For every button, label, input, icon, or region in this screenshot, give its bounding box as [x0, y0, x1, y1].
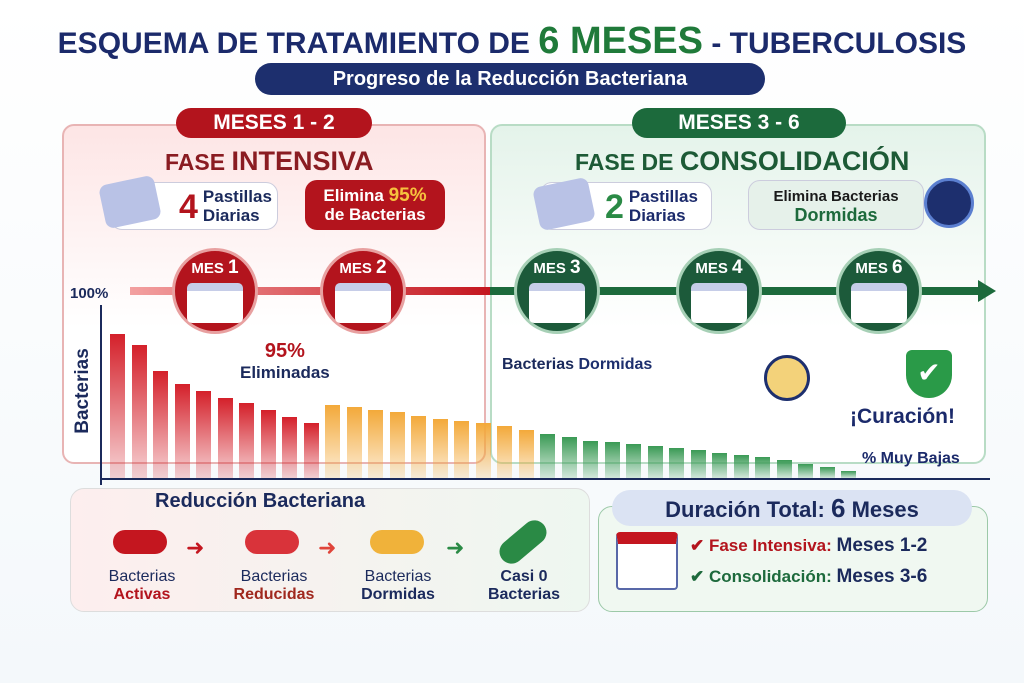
duration-row-consolidation: ✔ Consolidación: Meses 3-6 — [690, 566, 928, 587]
active-bacteria-icon — [113, 530, 167, 554]
month-3-marker: MES 3 — [514, 248, 600, 334]
bar — [497, 426, 512, 478]
y-axis — [100, 305, 102, 485]
x-axis — [100, 478, 990, 480]
bar — [690, 449, 706, 478]
bar — [712, 453, 727, 478]
bar — [841, 470, 856, 478]
subtitle: Progreso de la Reducción Bacteriana — [255, 63, 765, 95]
bar — [110, 333, 125, 478]
duration-row-intensive: ✔ Fase Intensiva: Meses 1-2 — [690, 535, 928, 556]
calendar-icon — [335, 283, 391, 323]
calendar-icon — [691, 283, 747, 323]
dormant-bacteria-icon — [370, 530, 424, 554]
bar — [346, 406, 362, 478]
dormant-annotation: Bacterias Dormidas — [502, 356, 653, 373]
reduced-bacteria-icon — [245, 530, 299, 554]
stage-dormant: Bacterias Dormidas — [361, 568, 435, 603]
calendar-icon — [616, 532, 678, 590]
stage-active: Bacterias Activas — [108, 568, 176, 603]
bar — [389, 412, 405, 478]
check-icon: ✔ — [690, 536, 709, 555]
month-6-marker: MES 6 — [836, 248, 922, 334]
intensive-months-pill: MESES 1 - 2 — [176, 108, 372, 138]
y-axis-top-label: 100% — [70, 285, 109, 302]
bar — [755, 456, 770, 478]
month-4-marker: MES 4 — [676, 248, 762, 334]
target-bacteria-icon — [764, 355, 810, 401]
page-title: ESQUEMA DE TRATAMIENTO DE 6 MESES - TUBE… — [57, 20, 967, 62]
intensive-phase-title: FASE INTENSIVA — [165, 146, 374, 176]
reduction-title: Reducción Bacteriana — [155, 490, 366, 512]
bar — [325, 405, 340, 478]
eliminated-annotation: 95% Eliminadas — [240, 340, 330, 382]
timeline-intensive — [130, 287, 490, 295]
bar — [174, 383, 190, 478]
bar — [432, 419, 448, 478]
bar — [131, 344, 147, 478]
bar — [626, 444, 641, 478]
target-bacteria-icon — [924, 178, 974, 228]
month-1-marker: MES 1 — [172, 248, 258, 334]
bar — [561, 437, 577, 478]
bar — [733, 454, 749, 478]
arrow-icon: ➜ — [186, 535, 205, 560]
consolidation-months-pill: MESES 3 - 6 — [632, 108, 846, 138]
bar — [454, 421, 469, 478]
total-duration-title: Duración Total: 6 Meses — [612, 490, 972, 526]
stage-near-zero: Casi 0 Bacterias — [487, 568, 561, 603]
bar — [518, 429, 534, 478]
bar — [776, 460, 792, 478]
bar — [798, 463, 813, 478]
bar — [669, 447, 684, 478]
timeline-arrow-icon — [978, 280, 996, 302]
bar — [196, 390, 211, 478]
bar — [153, 371, 168, 478]
arrow-icon: ➜ — [446, 535, 465, 560]
consolidation-phase-title: FASE DE CONSOLIDACIÓN — [575, 146, 910, 176]
bar — [540, 433, 555, 478]
bar — [239, 403, 254, 478]
y-axis-label: Bacterias — [71, 348, 93, 434]
calendar-icon — [187, 283, 243, 323]
bar — [303, 422, 319, 478]
calendar-icon — [851, 283, 907, 323]
bar — [411, 415, 426, 478]
consolidation-eliminate-card: Elimina Bacterias Dormidas — [748, 180, 924, 230]
bar — [604, 442, 620, 478]
arrow-icon: ➜ — [318, 535, 337, 560]
bar — [583, 440, 598, 478]
month-2-marker: MES 2 — [320, 248, 406, 334]
bar — [217, 397, 233, 478]
shield-check-icon: ✔ — [906, 350, 952, 398]
stage-reduced: Bacterias Reducidas — [233, 568, 315, 603]
bar — [475, 422, 491, 478]
intensive-eliminate-card: Elimina 95% de Bacterias — [305, 180, 445, 230]
bar — [819, 467, 835, 478]
bar — [368, 410, 383, 478]
very-low-label: % Muy Bajas — [862, 450, 960, 467]
calendar-icon — [529, 283, 585, 323]
bar — [260, 410, 276, 478]
bar — [282, 417, 297, 478]
bar — [647, 445, 663, 478]
cure-label: ¡Curación! — [850, 405, 955, 428]
check-icon: ✔ — [690, 567, 709, 586]
